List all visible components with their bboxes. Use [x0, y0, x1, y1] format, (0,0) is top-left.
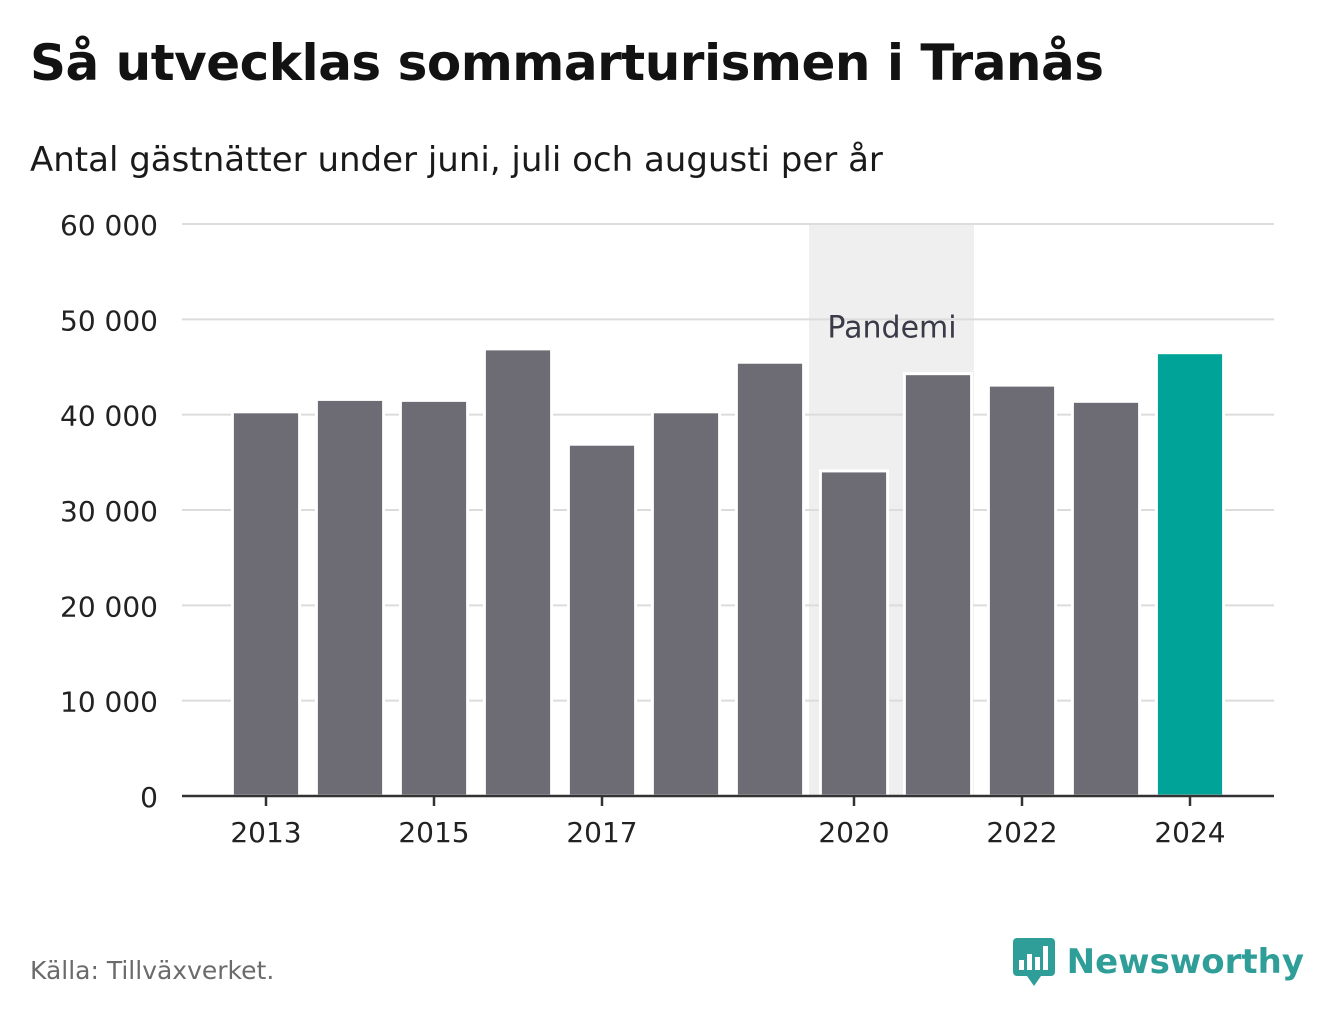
- y-tick-label: 30 000: [60, 495, 158, 528]
- x-tick-label: 2013: [230, 816, 301, 849]
- chart-subtitle: Antal gästnätter under juni, juli och au…: [30, 140, 883, 180]
- pandemic-label: Pandemi: [827, 310, 956, 345]
- newsworthy-logo: Newsworthy: [1012, 938, 1304, 986]
- bar-2014: [314, 397, 386, 798]
- bar-2021: [902, 372, 974, 798]
- bar-2020: [818, 469, 890, 798]
- x-tick-label: 2020: [818, 816, 889, 849]
- brand-name: Newsworthy: [1066, 942, 1304, 982]
- bar-chart: 0 10 000 20 000 30 000 40 000 50 000 60 000 Pan…: [60, 209, 1274, 849]
- y-tick-label: 60 000: [60, 209, 158, 242]
- bar-2019: [734, 360, 806, 798]
- bar-2022: [986, 383, 1058, 798]
- bar-2018: [650, 410, 722, 798]
- y-tick-label: 10 000: [60, 686, 158, 719]
- x-tick-label: 2022: [986, 816, 1057, 849]
- source-note: Källa: Tillväxverket.: [30, 956, 275, 985]
- bar-2013: [230, 410, 302, 798]
- y-tick-label: 0: [140, 781, 158, 814]
- bar-2017: [566, 442, 638, 798]
- bar-2023: [1070, 399, 1142, 798]
- bar-2024: [1154, 351, 1226, 798]
- bar-2016: [482, 347, 554, 798]
- y-tick-label: 40 000: [60, 400, 158, 433]
- bar-chart-speech-bubble-icon: [1012, 938, 1055, 986]
- bar-2015: [398, 398, 470, 798]
- x-tick-label: 2015: [398, 816, 469, 849]
- chart-title: Så utvecklas sommarturismen i Tranås: [30, 34, 1104, 92]
- x-tick-label: 2024: [1154, 816, 1225, 849]
- y-tick-label: 50 000: [60, 304, 158, 337]
- y-tick-label: 20 000: [60, 590, 158, 623]
- x-tick-label: 2017: [566, 816, 637, 849]
